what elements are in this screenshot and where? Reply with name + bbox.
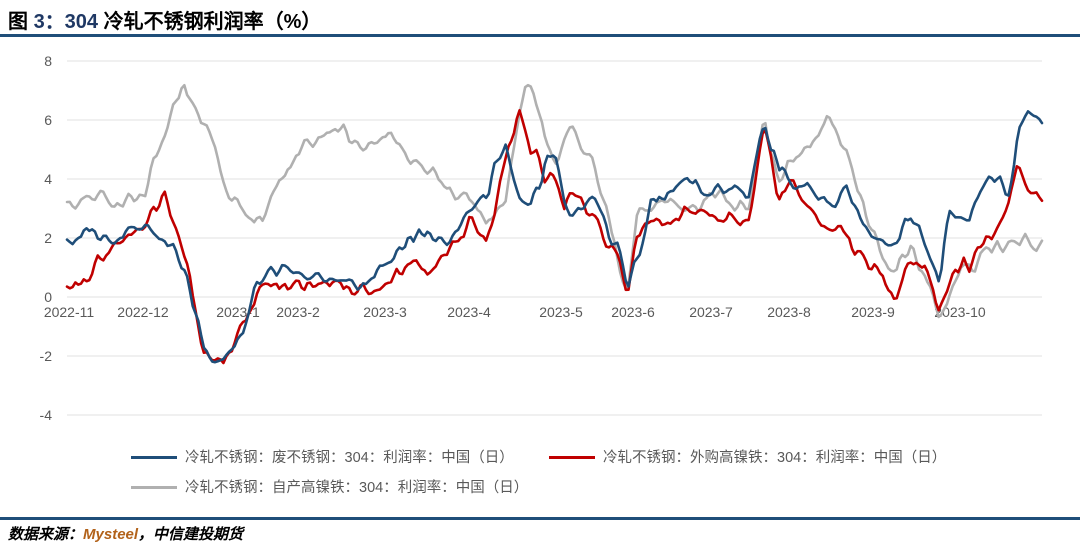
svg-text:6: 6 — [44, 112, 52, 128]
svg-text:8: 8 — [44, 53, 52, 69]
svg-text:2023-2: 2023-2 — [276, 304, 320, 320]
svg-text:2023-3: 2023-3 — [363, 304, 407, 320]
svg-text:2023-8: 2023-8 — [767, 304, 811, 320]
svg-text:2: 2 — [44, 230, 52, 246]
svg-text:2022-11: 2022-11 — [44, 304, 95, 320]
svg-text:2023-5: 2023-5 — [539, 304, 583, 320]
svg-text:2023-4: 2023-4 — [447, 304, 491, 320]
svg-text:-4: -4 — [40, 407, 53, 423]
svg-text:4: 4 — [44, 171, 52, 187]
svg-text:2023-6: 2023-6 — [611, 304, 655, 320]
svg-text:-2: -2 — [40, 348, 53, 364]
svg-text:2023-9: 2023-9 — [851, 304, 895, 320]
svg-text:2023-7: 2023-7 — [689, 304, 733, 320]
svg-text:2022-12: 2022-12 — [117, 304, 169, 320]
svg-text:0: 0 — [44, 289, 52, 305]
